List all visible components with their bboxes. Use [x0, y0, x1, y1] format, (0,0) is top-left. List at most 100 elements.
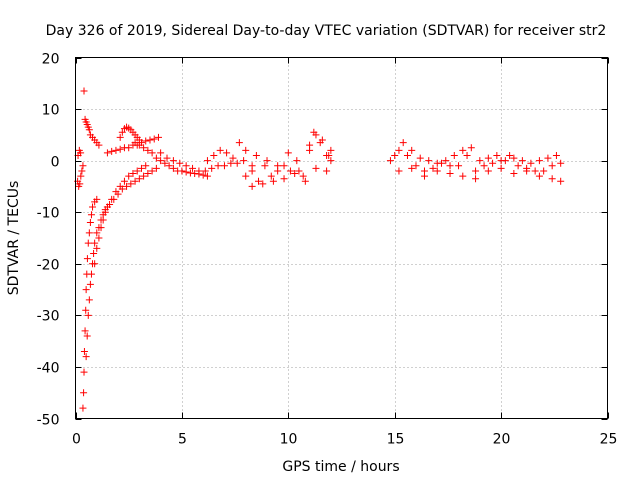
data-point	[291, 170, 299, 178]
x-tick-label: 10	[280, 432, 298, 448]
data-point	[455, 162, 463, 170]
data-point	[391, 151, 399, 159]
data-point	[191, 170, 199, 178]
data-point	[240, 157, 248, 165]
data-point	[80, 347, 88, 355]
data-point	[201, 167, 209, 175]
data-point	[450, 151, 458, 159]
x-axis-label: GPS time / hours	[282, 459, 399, 475]
data-point	[127, 180, 135, 188]
data-point	[327, 146, 335, 154]
data-point	[93, 195, 101, 203]
series-recovery-curve-c	[91, 162, 150, 268]
y-tick-label: 0	[51, 155, 60, 171]
data-point	[446, 170, 454, 178]
data-point	[316, 139, 324, 147]
data-point	[135, 141, 143, 149]
data-point	[429, 164, 437, 172]
data-point	[248, 167, 256, 175]
data-point	[442, 157, 450, 165]
data-point	[116, 133, 124, 141]
data-point	[446, 162, 454, 170]
data-point	[80, 87, 88, 95]
data-point	[548, 162, 556, 170]
data-point	[306, 141, 314, 149]
data-point	[95, 234, 103, 242]
series-descending-track	[131, 139, 211, 180]
data-point	[85, 229, 93, 237]
plot-frame	[75, 57, 608, 419]
data-point	[557, 177, 565, 185]
data-point	[523, 167, 531, 175]
data-point	[295, 167, 303, 175]
data-point	[412, 162, 420, 170]
data-point	[210, 151, 218, 159]
data-point	[425, 157, 433, 165]
series-evening-lower	[395, 164, 565, 185]
data-point	[182, 168, 190, 176]
series-morning-arc	[103, 133, 162, 157]
data-point	[95, 141, 103, 149]
data-point	[484, 167, 492, 175]
series-noon-scatter	[242, 131, 335, 185]
data-point	[140, 172, 148, 180]
data-point	[91, 239, 99, 247]
data-point	[323, 167, 331, 175]
data-point	[80, 368, 88, 376]
data-point	[208, 164, 216, 172]
data-point	[89, 203, 97, 211]
series-noon-lower	[248, 164, 331, 190]
series-steep-recovery-a	[79, 195, 101, 412]
y-tick-label: 10	[42, 103, 60, 119]
data-point	[112, 146, 120, 154]
data-point	[103, 149, 111, 157]
data-point	[472, 175, 480, 183]
data-point	[463, 151, 471, 159]
data-point	[103, 203, 111, 211]
chart-title: Day 326 of 2019, Sidereal Day-to-day VTE…	[46, 23, 607, 39]
data-point	[557, 159, 565, 167]
data-point	[169, 157, 177, 165]
data-point	[518, 157, 526, 165]
data-point	[81, 327, 89, 335]
data-point	[386, 157, 394, 165]
data-point	[484, 154, 492, 162]
data-point	[510, 170, 518, 178]
data-point	[176, 159, 184, 167]
data-point	[82, 353, 90, 361]
data-point	[280, 175, 288, 183]
data-point	[140, 144, 148, 152]
data-point	[497, 164, 505, 172]
data-point	[203, 157, 211, 165]
data-point	[87, 211, 95, 219]
series-morning-bump	[116, 123, 143, 144]
data-point	[408, 164, 416, 172]
data-point	[146, 136, 154, 144]
data-point	[284, 149, 292, 157]
data-point	[552, 151, 560, 159]
y-tick-label: -20	[37, 258, 60, 274]
data-point	[125, 172, 133, 180]
data-point	[233, 159, 241, 167]
data-point	[327, 157, 335, 165]
tick-labels: 0 5 10 15 20 25 -50 -40 -30 -20 -10 0 10 20	[37, 52, 618, 448]
data-point	[510, 154, 518, 162]
data-point	[178, 167, 186, 175]
data-point	[220, 162, 228, 170]
data-point	[459, 172, 467, 180]
data-point	[91, 260, 99, 268]
data-point	[90, 249, 98, 257]
data-point	[161, 159, 169, 167]
series-early-peak	[80, 87, 103, 149]
data-point	[467, 144, 475, 152]
data-point	[157, 149, 165, 157]
data-point	[493, 151, 501, 159]
data-point	[82, 306, 90, 314]
data-point	[83, 255, 91, 263]
data-point	[535, 157, 543, 165]
data-point	[274, 162, 282, 170]
data-point	[399, 139, 407, 147]
grid-lines	[75, 57, 608, 419]
data-point	[163, 154, 171, 162]
